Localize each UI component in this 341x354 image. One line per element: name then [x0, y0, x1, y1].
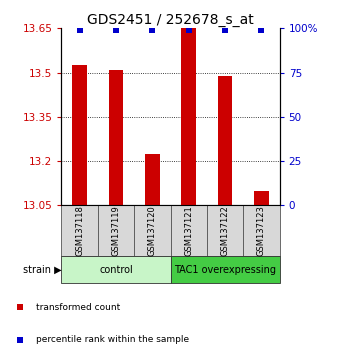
Text: strain ▶: strain ▶ [23, 264, 61, 275]
Bar [134, 205, 170, 256]
Bar [181, 27, 196, 205]
Bar [243, 205, 280, 256]
Bar [61, 205, 98, 256]
Bar [98, 205, 134, 256]
Text: percentile rank within the sample: percentile rank within the sample [36, 335, 189, 344]
Text: TAC1 overexpressing: TAC1 overexpressing [174, 264, 276, 275]
Bar [72, 65, 87, 205]
Bar [254, 190, 269, 205]
Bar [170, 256, 280, 283]
Text: transformed count: transformed count [36, 303, 120, 312]
Text: GSM137123: GSM137123 [257, 205, 266, 256]
Bar [61, 256, 170, 283]
Bar [218, 75, 232, 205]
Text: GSM137121: GSM137121 [184, 205, 193, 256]
Text: GSM137118: GSM137118 [75, 205, 84, 256]
Bar [109, 70, 123, 205]
Title: GDS2451 / 252678_s_at: GDS2451 / 252678_s_at [87, 13, 254, 27]
Bar [170, 205, 207, 256]
Text: GSM137122: GSM137122 [221, 205, 229, 256]
Text: GSM137120: GSM137120 [148, 205, 157, 256]
Bar [145, 154, 160, 205]
Text: GSM137119: GSM137119 [112, 205, 120, 256]
Text: control: control [99, 264, 133, 275]
Bar [207, 205, 243, 256]
